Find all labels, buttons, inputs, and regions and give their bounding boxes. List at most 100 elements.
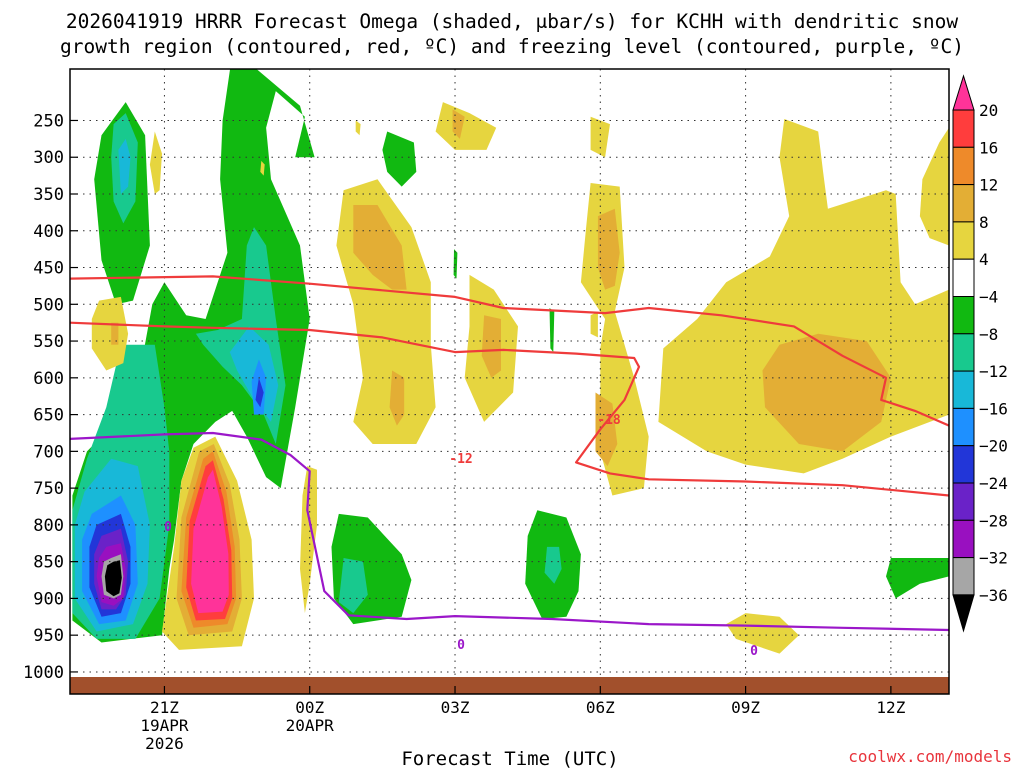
chart-title-line-1: 2026041919 HRRR Forecast Omega (shaded, …	[66, 10, 958, 33]
colorbar-label-13: −36	[979, 586, 1008, 605]
omega-region-19	[886, 558, 949, 599]
omega-region-5	[229, 326, 279, 422]
omega-region-48	[919, 127, 949, 246]
omega-region-23	[149, 131, 162, 194]
ground-terrain	[70, 677, 949, 694]
colorbar-cell-14	[952, 594, 975, 633]
y-tick-label-750: 750	[33, 479, 64, 499]
temperature-contours	[70, 275, 949, 632]
omega-region-21	[453, 249, 458, 279]
y-tick-label-850: 850	[33, 553, 64, 573]
y-tick-label-700: 700	[33, 442, 64, 462]
omega-region-24	[91, 296, 129, 371]
colorbar-label-12: −32	[979, 549, 1008, 568]
omega-region-43	[595, 392, 618, 467]
y-tick-label-400: 400	[33, 222, 64, 242]
colorbar-label-7: −12	[979, 362, 1008, 381]
contour-labels: -18 -12 0 0 0	[164, 413, 758, 659]
dotted-grid	[70, 69, 949, 694]
x-tick-label-15-0: 12Z	[876, 698, 905, 717]
colorbar-cell-6	[952, 296, 975, 335]
omega-region-22	[549, 308, 555, 353]
omega-region-35	[353, 205, 407, 290]
x-tick-label-0-0: 21Z	[150, 698, 179, 717]
y-tick-label-500: 500	[33, 295, 64, 315]
chart-title-line-2: growth region (contoured, red, ºC) and f…	[60, 35, 964, 58]
colorbar-cell-13	[952, 557, 975, 596]
colorbar-cell-11	[952, 482, 975, 521]
colorbar-label-1: 16	[979, 138, 998, 157]
colorbar-cell-12	[952, 519, 975, 559]
colorbar-cell-7	[952, 333, 975, 372]
colorbar-cell-4	[952, 221, 975, 260]
y-tick-label-250: 250	[33, 111, 64, 131]
contour-minus18	[70, 275, 949, 427]
omega-region-7	[255, 377, 264, 408]
y-tick-label-600: 600	[33, 369, 64, 389]
y-tick-label-950: 950	[33, 626, 64, 646]
colorbar-cell-2	[952, 146, 975, 186]
colorbar-cell-10	[952, 445, 975, 484]
y-tick-label-900: 900	[33, 589, 64, 609]
colorbar-cell-0	[952, 74, 975, 111]
y-tick-label-1000: 1000	[23, 663, 64, 683]
y-tick-label-450: 450	[33, 259, 64, 279]
omega-region-38	[452, 109, 465, 139]
omega-region-42	[597, 208, 620, 290]
plot-frame	[69, 68, 950, 695]
omega-region-2	[118, 138, 131, 194]
contour-minus12	[70, 321, 949, 497]
colorbar: 20 16 12 8 4 −4 −8 −12 −16 −20 −24 −28 −32 −36	[952, 74, 1008, 633]
credit-text: coolwx.com/models	[848, 747, 1012, 766]
omega-region-18	[544, 546, 562, 584]
omega-region-30	[191, 469, 229, 614]
x-tick-label-3-1: 20APR	[286, 716, 335, 735]
omega-region-25	[111, 322, 119, 345]
x-tick-label-6-0: 03Z	[441, 698, 470, 717]
omega-region-33	[355, 120, 361, 136]
colorbar-label-6: −8	[979, 325, 998, 344]
omega-region-32	[260, 160, 265, 176]
colorbar-cell-3	[952, 184, 975, 223]
y-tick-label-650: 650	[33, 406, 64, 426]
x-axis-label: Forecast Time (UTC)	[401, 748, 618, 768]
colorbar-label-8: −16	[979, 399, 1008, 418]
pressure-axis: 250 300 350 400 450 500 550 600 650 700 750 800 850 9…	[23, 111, 78, 683]
x-tick-label-0-1: 19APR	[140, 716, 189, 735]
freezing-label-mid: 0	[457, 638, 465, 653]
colorbar-label-11: −28	[979, 511, 1008, 530]
colorbar-cell-1	[952, 109, 975, 148]
colorbar-label-9: −20	[979, 437, 1008, 456]
y-tick-label-800: 800	[33, 516, 64, 536]
omega-region-40	[481, 315, 501, 378]
x-tick-label-12-0: 09Z	[731, 698, 760, 717]
omega-region-45	[590, 311, 598, 338]
contour-label-minus18: -18	[597, 413, 621, 428]
y-tick-label-550: 550	[33, 332, 64, 352]
omega-region-core	[104, 560, 122, 597]
colorbar-label-3: 8	[979, 213, 989, 232]
omega-region-37	[435, 102, 497, 150]
contour-label-minus12: -12	[449, 452, 472, 467]
colorbar-cell-9	[952, 407, 975, 447]
x-tick-label-9-0: 06Z	[586, 698, 615, 717]
x-tick-label-0-2: 2026	[145, 734, 184, 753]
omega-region-20	[382, 131, 417, 187]
colorbar-label-2: 12	[979, 176, 998, 195]
y-tick-label-300: 300	[33, 148, 64, 168]
omega-region-34	[336, 179, 436, 445]
colorbar-cell-5	[952, 258, 975, 298]
y-tick-label-350: 350	[33, 185, 64, 205]
omega-region-49	[726, 613, 799, 654]
omega-region-16	[338, 558, 368, 614]
colorbar-label-5: −4	[979, 288, 998, 307]
omega-region-36	[389, 370, 405, 426]
freezing-label-right: 0	[750, 644, 758, 659]
colorbar-label-10: −24	[979, 474, 1008, 493]
x-tick-label-3-0: 00Z	[295, 698, 324, 717]
omega-shading	[72, 69, 949, 654]
omega-region-41	[580, 183, 649, 496]
omega-region-31	[300, 466, 317, 614]
